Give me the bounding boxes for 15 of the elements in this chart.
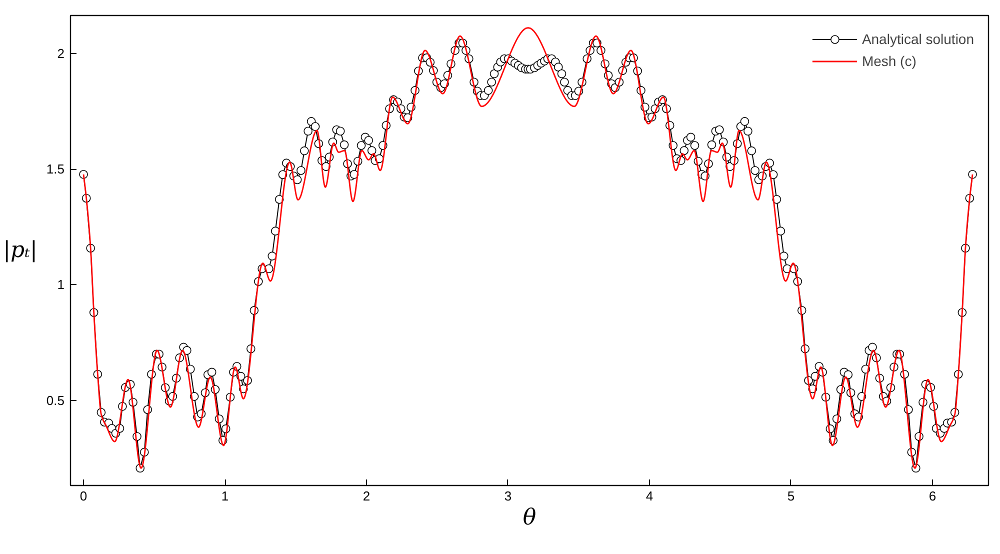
x-axis-title: θ bbox=[522, 506, 536, 530]
x-tick-label: 1 bbox=[221, 488, 229, 504]
x-tick-label: 4 bbox=[646, 488, 654, 504]
x-tick-label: 2 bbox=[362, 488, 370, 504]
x-tick-label: 5 bbox=[787, 488, 795, 504]
y-tick-label: 2 bbox=[57, 46, 65, 61]
x-tick-label: 3 bbox=[504, 488, 512, 504]
x-tick-label: 6 bbox=[928, 488, 936, 504]
y-tick-label: 1 bbox=[57, 277, 65, 292]
legend-label: Analytical solution bbox=[862, 31, 974, 47]
y-tick-label: 0.5 bbox=[46, 392, 65, 408]
y-tick-label: 1.5 bbox=[46, 162, 65, 177]
y-axis-title: |pₜ| bbox=[3, 238, 38, 263]
x-tick-label: 0 bbox=[80, 488, 88, 504]
legend-label: Mesh (c) bbox=[862, 53, 916, 69]
